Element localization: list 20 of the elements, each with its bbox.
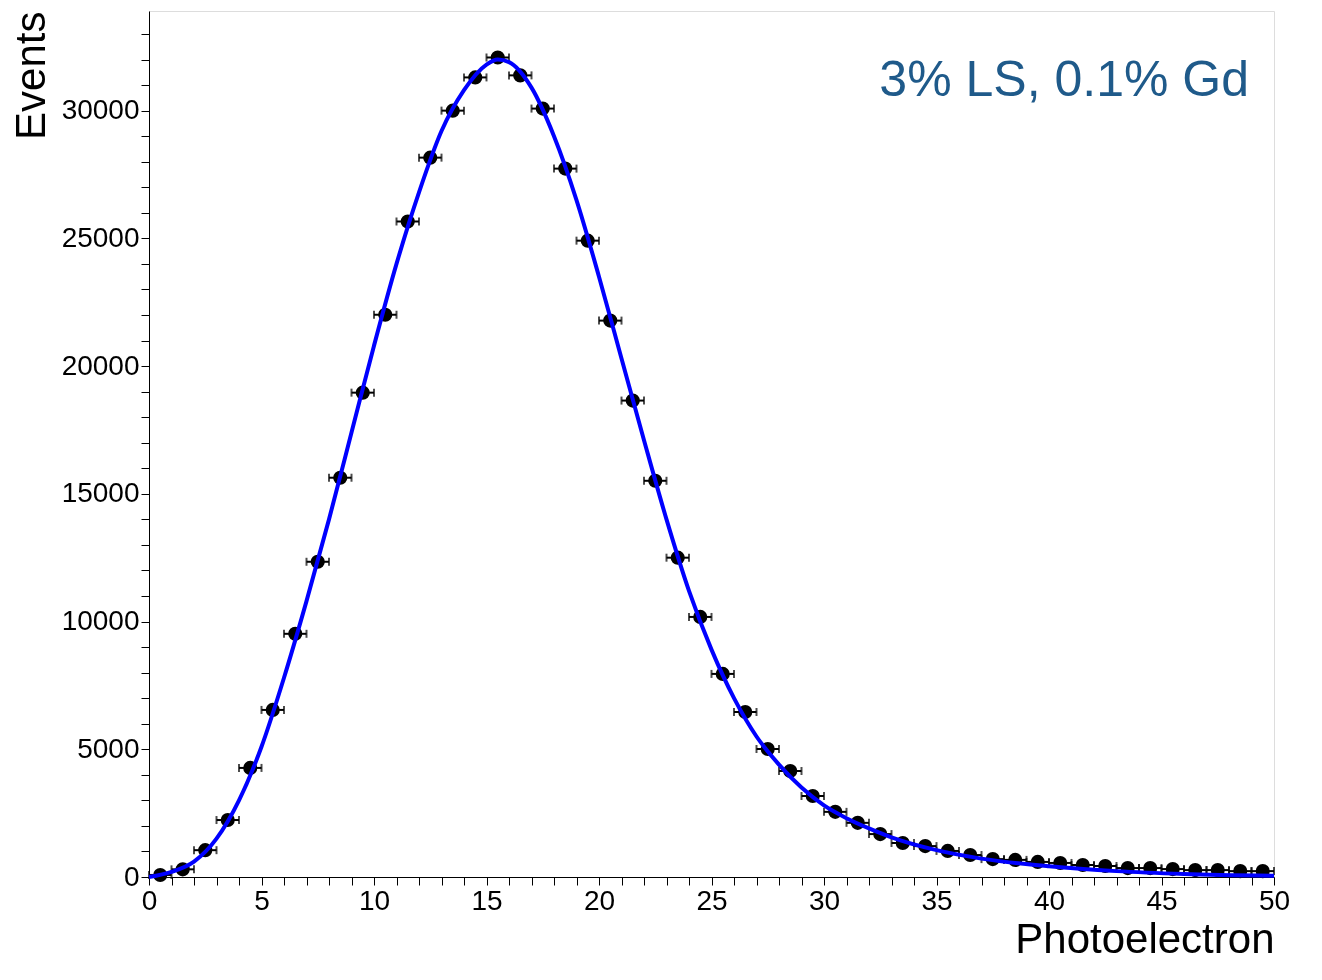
x-tick-label: 45 (1146, 884, 1178, 916)
y-tick-label: 0 (123, 860, 140, 892)
y-tick-label: 20000 (61, 349, 140, 381)
x-tick-label: 25 (696, 884, 728, 916)
y-tick-label: 5000 (77, 732, 140, 764)
y-tick-label: 15000 (61, 477, 140, 509)
x-tick-label: 40 (1033, 884, 1066, 916)
x-tick-label: 15 (471, 884, 503, 916)
x-tick-label: 20 (583, 884, 616, 916)
x-tick-label: 50 (1258, 884, 1291, 916)
x-tick-label: 35 (921, 884, 953, 916)
y-tick-label: 25000 (61, 221, 140, 253)
annotation: 3% LS, 0.1% Gd (879, 51, 1249, 107)
x-axis-title: Photoelectron (1015, 914, 1275, 962)
y-tick-label: 10000 (61, 605, 140, 637)
y-tick-label: 30000 (61, 94, 140, 126)
x-tick-label: 10 (358, 884, 391, 916)
x-tick-label: 30 (808, 884, 841, 916)
y-axis-title: Events (6, 11, 54, 140)
x-tick-label: 5 (254, 884, 270, 916)
